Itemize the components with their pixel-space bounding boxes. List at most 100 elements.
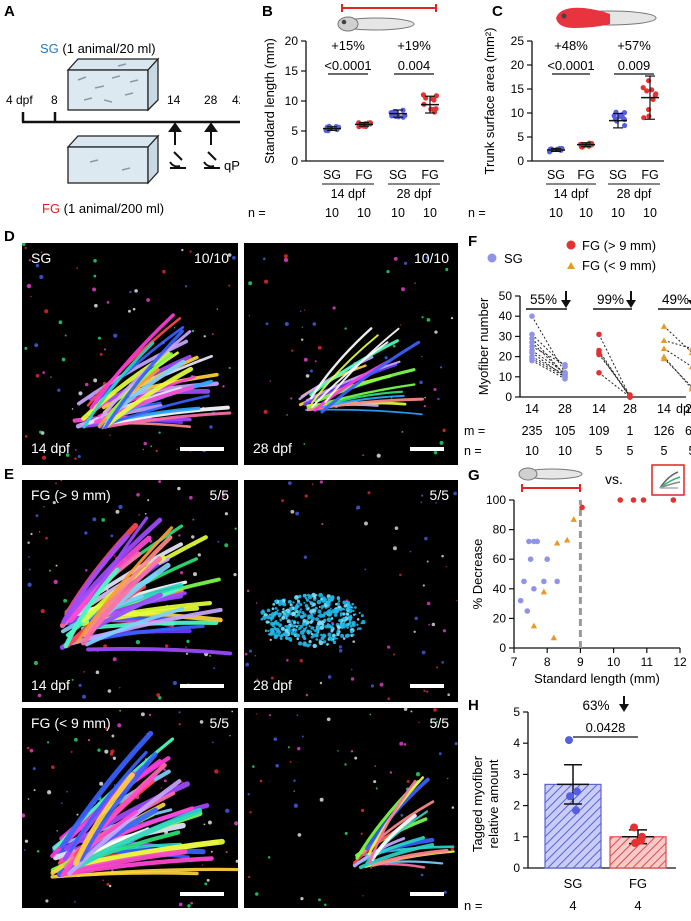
debris-particle (299, 615, 304, 619)
debris-particle (279, 634, 283, 638)
speckle (433, 388, 437, 392)
debris-particle (296, 621, 300, 625)
speckle (24, 246, 27, 250)
scale-bar (410, 447, 444, 451)
speckle (350, 677, 355, 681)
scale-bar (410, 684, 444, 688)
speckle (147, 499, 150, 502)
speckle (344, 763, 347, 766)
panel-c: C 0 5 10 15 20 25 Trunk surface area (mm²) SG 10… (464, 0, 691, 232)
myofiber (358, 843, 435, 870)
speckle (375, 787, 378, 790)
speckle (321, 523, 324, 526)
debris-particle (295, 625, 299, 628)
speckle (74, 900, 76, 903)
speckle (178, 902, 183, 907)
n-value: 5 (661, 444, 668, 458)
timeline-label: 28 (204, 93, 218, 107)
fg-tank (66, 134, 160, 185)
speckle (424, 536, 428, 541)
debris-particle (302, 613, 307, 618)
x-category-label: SG (564, 876, 583, 891)
speckle (172, 680, 178, 686)
panel-label: C (492, 3, 503, 20)
speckle (360, 808, 365, 813)
speckle (24, 346, 28, 350)
speckle (104, 749, 109, 754)
y-tick-label: 2 (513, 799, 520, 813)
speckle (420, 501, 423, 504)
debris-particle (296, 605, 299, 608)
speckle (317, 345, 322, 350)
speckle (70, 750, 73, 753)
n-value: 10 (579, 206, 593, 220)
debris-particle (274, 607, 278, 610)
debris-particle (306, 607, 310, 610)
debris-particle (340, 633, 345, 638)
debris-particle (274, 599, 278, 604)
speckle (209, 425, 213, 429)
speckle (373, 780, 377, 784)
debris-particle (342, 616, 346, 621)
speckle (24, 435, 28, 438)
speckle (441, 661, 444, 664)
panel-h: H 0 1 2 3 4 5 Tagged myofiber relative amount SG… (462, 690, 691, 916)
fish-larva-trunk-icon (556, 7, 657, 28)
debris-particle (296, 637, 300, 641)
speckle (234, 527, 237, 530)
speckle (403, 708, 408, 711)
speckle (115, 509, 120, 514)
speckle (409, 550, 412, 553)
p-value: <0.0001 (324, 58, 371, 73)
paired-line (598, 372, 631, 398)
debris-particle (351, 633, 355, 636)
debris-particle (298, 641, 303, 646)
debris-particle (292, 601, 295, 604)
debris-particle (286, 619, 291, 624)
debris-particle (328, 635, 333, 640)
speckle (23, 849, 26, 851)
y-axis-label: Trunk surface area (mm²) (482, 28, 497, 175)
speckle (232, 255, 236, 260)
speckle (93, 258, 97, 263)
data-point (621, 110, 628, 116)
speckle (155, 449, 158, 453)
chart-b: B 0 5 10 15 20 Standard length (mm) SG 10 FG 10 SG… (248, 3, 444, 220)
data-point (670, 497, 677, 503)
speckle (185, 646, 187, 648)
debris-particle (294, 628, 298, 632)
data-point (637, 836, 645, 845)
speckle (286, 659, 289, 662)
debris-particle (306, 629, 310, 634)
debris-particle (323, 625, 325, 628)
speckle (270, 676, 274, 680)
speckle (208, 820, 212, 825)
debris-particle (298, 624, 300, 627)
data-point (527, 556, 534, 562)
speckle (178, 711, 181, 714)
speckle (35, 264, 40, 268)
debris-particle (289, 603, 293, 607)
speckle (99, 781, 104, 786)
legend-marker-sg (487, 253, 497, 263)
fish-larva-icon (337, 4, 437, 32)
speckle (256, 678, 259, 681)
speckle (26, 746, 30, 750)
m-value: 64 (685, 424, 691, 438)
data-point (596, 369, 602, 376)
percent-change: +15% (331, 38, 365, 53)
debris-particle (330, 596, 335, 601)
debris-particle (320, 636, 325, 641)
micrograph-sg-28dpf: 10/10 28 dpf (244, 243, 458, 465)
speckle (46, 741, 50, 744)
speckle (419, 380, 423, 385)
debris-particle (351, 607, 354, 609)
y-axis-label: Tagged myofiber (470, 755, 485, 852)
n-value: 10 (325, 206, 339, 220)
speckle (433, 708, 437, 712)
myofiber (67, 779, 182, 876)
speckle (221, 494, 225, 498)
speckle (435, 720, 438, 723)
y-tick-label: 25 (511, 34, 525, 48)
sg-condition-label: SG (1 animal/20 ml) (40, 41, 156, 56)
